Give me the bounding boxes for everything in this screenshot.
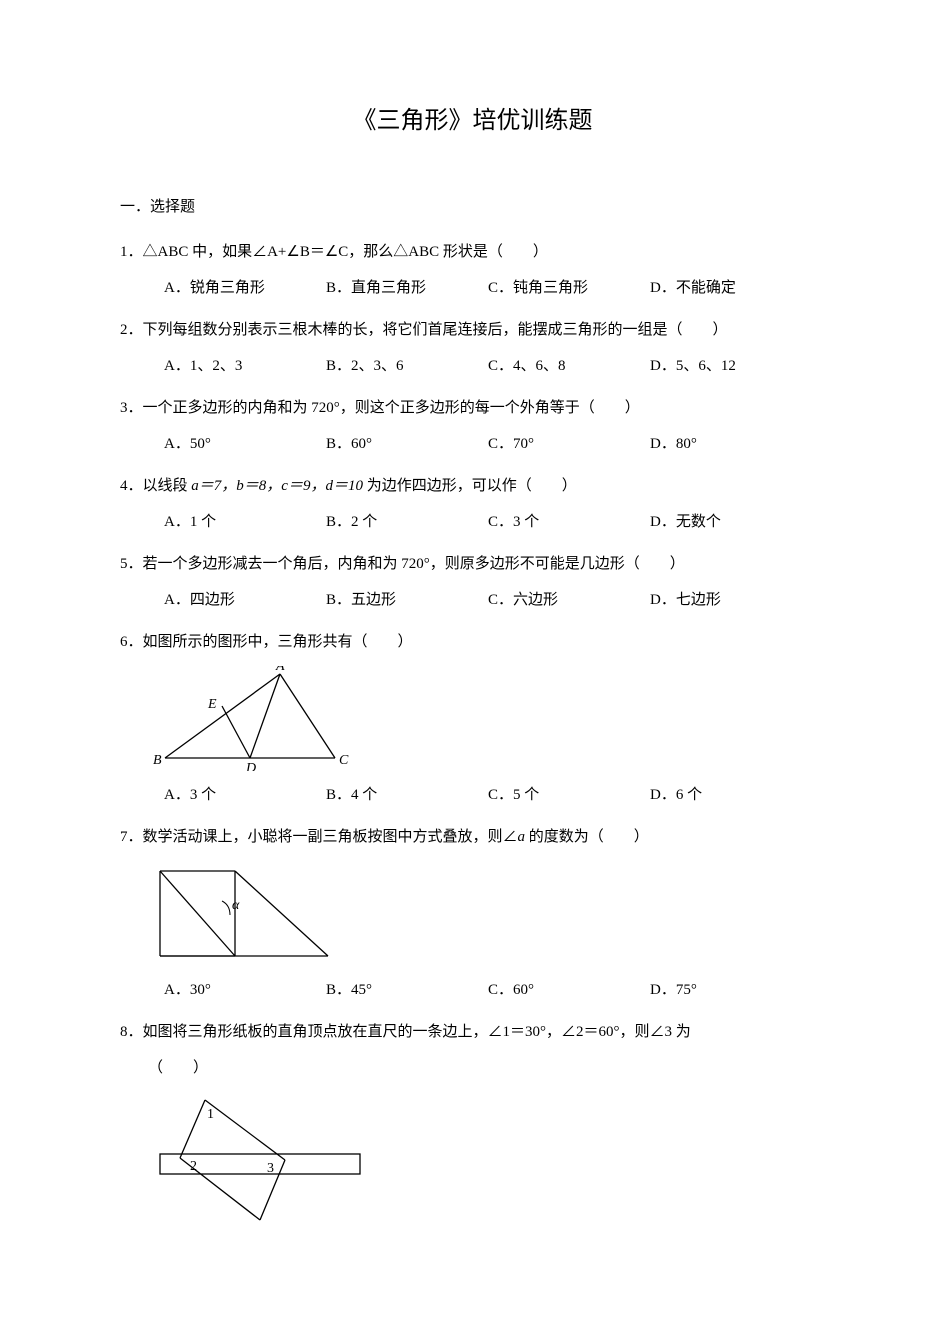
q4-a: a＝7，: [191, 478, 236, 494]
q7-suffix: 的度数为（ ）: [529, 829, 649, 845]
triangle-diagram-icon: A B C D E: [150, 666, 365, 771]
question-6: 6．如图所示的图形中，三角形共有（ ） A B C D E A．3 个 B．4 个 C．…: [120, 624, 825, 813]
q2-choice-d: D．5、6、12: [650, 348, 812, 384]
q4-prefix: 4．以线段: [120, 478, 191, 494]
question-2: 2．下列每组数分别表示三根木棒的长，将它们首尾连接后，能摆成三角形的一组是（ ）…: [120, 312, 825, 384]
page-title: 《三角形》培优训练题: [120, 100, 825, 135]
q4-b: b＝8，: [236, 478, 281, 494]
q7-choice-c: C．60°: [488, 972, 650, 1008]
q1-choice-b: B．直角三角形: [326, 270, 488, 306]
q2-choice-b: B．2、3、6: [326, 348, 488, 384]
q6-choice-d: D．6 个: [650, 777, 812, 813]
svg-text:C: C: [339, 753, 349, 768]
q2-text: 2．下列每组数分别表示三根木棒的长，将它们首尾连接后，能摆成三角形的一组是（ ）: [120, 312, 825, 348]
q1-text: 1．△ABC 中，如果∠A+∠B＝∠C，那么△ABC 形状是（ ）: [120, 234, 825, 270]
q3-choice-c: C．70°: [488, 426, 650, 462]
q4-choice-d: D．无数个: [650, 504, 812, 540]
q6-text: 6．如图所示的图形中，三角形共有（ ）: [120, 624, 825, 660]
svg-text:E: E: [207, 697, 217, 712]
q7-alpha: a: [518, 829, 529, 845]
q3-choice-a: A．50°: [164, 426, 326, 462]
q7-choice-a: A．30°: [164, 972, 326, 1008]
q6-choice-a: A．3 个: [164, 777, 326, 813]
q1-choice-c: C．钝角三角形: [488, 270, 650, 306]
q6-choices: A．3 个 B．4 个 C．5 个 D．6 个: [120, 777, 825, 813]
q8-figure: 1 2 3: [150, 1092, 825, 1227]
q3-text: 3．一个正多边形的内角和为 720°，则这个正多边形的每一个外角等于（ ）: [120, 390, 825, 426]
q5-choice-b: B．五边形: [326, 582, 488, 618]
q3-choices: A．50° B．60° C．70° D．80°: [120, 426, 825, 462]
q1-choice-d: D．不能确定: [650, 270, 812, 306]
q2-choice-c: C．4、6、8: [488, 348, 650, 384]
section-header: 一．选择题: [120, 195, 825, 216]
q4-choice-a: A．1 个: [164, 504, 326, 540]
q4-c: c＝9，: [281, 478, 325, 494]
q1-choices: A．锐角三角形 B．直角三角形 C．钝角三角形 D．不能确定: [120, 270, 825, 306]
q4-suffix: 为边作四边形，可以作（ ）: [367, 478, 577, 494]
q2-choices: A．1、2、3 B．2、3、6 C．4、6、8 D．5、6、12: [120, 348, 825, 384]
question-7: 7．数学活动课上，小聪将一副三角板按图中方式叠放，则∠a 的度数为（ ） α A…: [120, 819, 825, 1008]
q6-choice-b: B．4 个: [326, 777, 488, 813]
ruler-triangle-icon: 1 2 3: [150, 1092, 370, 1227]
svg-text:A: A: [275, 666, 285, 674]
svg-text:2: 2: [190, 1159, 197, 1174]
svg-text:α: α: [232, 898, 240, 913]
q8-text: 8．如图将三角形纸板的直角顶点放在直尺的一条边上，∠1＝30°，∠2＝60°，则…: [120, 1014, 825, 1050]
triangle-board-icon: α: [150, 861, 340, 966]
question-8: 8．如图将三角形纸板的直角顶点放在直尺的一条边上，∠1＝30°，∠2＝60°，则…: [120, 1014, 825, 1227]
svg-text:D: D: [245, 761, 256, 771]
q5-choice-c: C．六边形: [488, 582, 650, 618]
q3-choice-b: B．60°: [326, 426, 488, 462]
q4-choice-b: B．2 个: [326, 504, 488, 540]
svg-text:B: B: [153, 753, 162, 768]
q3-choice-d: D．80°: [650, 426, 812, 462]
question-5: 5．若一个多边形减去一个角后，内角和为 720°，则原多边形不可能是几边形（ ）…: [120, 546, 825, 618]
q7-choices: A．30° B．45° C．60° D．75°: [120, 972, 825, 1008]
question-4: 4．以线段 a＝7，b＝8，c＝9，d＝10 为边作四边形，可以作（ ） A．1…: [120, 468, 825, 540]
q5-text: 5．若一个多边形减去一个角后，内角和为 720°，则原多边形不可能是几边形（ ）: [120, 546, 825, 582]
q6-figure: A B C D E: [150, 666, 825, 771]
question-3: 3．一个正多边形的内角和为 720°，则这个正多边形的每一个外角等于（ ） A．…: [120, 390, 825, 462]
q7-choice-b: B．45°: [326, 972, 488, 1008]
svg-text:1: 1: [207, 1107, 214, 1122]
q2-choice-a: A．1、2、3: [164, 348, 326, 384]
svg-text:3: 3: [267, 1161, 274, 1176]
q8-text2: （ ）: [120, 1050, 825, 1086]
q7-text: 7．数学活动课上，小聪将一副三角板按图中方式叠放，则∠a 的度数为（ ）: [120, 819, 825, 855]
q4-d: d＝10: [325, 478, 366, 494]
question-1: 1．△ABC 中，如果∠A+∠B＝∠C，那么△ABC 形状是（ ） A．锐角三角…: [120, 234, 825, 306]
q4-choice-c: C．3 个: [488, 504, 650, 540]
q5-choices: A．四边形 B．五边形 C．六边形 D．七边形: [120, 582, 825, 618]
q5-choice-d: D．七边形: [650, 582, 812, 618]
q4-text: 4．以线段 a＝7，b＝8，c＝9，d＝10 为边作四边形，可以作（ ）: [120, 468, 825, 504]
q7-figure: α: [150, 861, 825, 966]
q6-choice-c: C．5 个: [488, 777, 650, 813]
q4-choices: A．1 个 B．2 个 C．3 个 D．无数个: [120, 504, 825, 540]
q5-choice-a: A．四边形: [164, 582, 326, 618]
q1-choice-a: A．锐角三角形: [164, 270, 326, 306]
q7-choice-d: D．75°: [650, 972, 812, 1008]
q7-prefix: 7．数学活动课上，小聪将一副三角板按图中方式叠放，则∠: [120, 829, 518, 845]
